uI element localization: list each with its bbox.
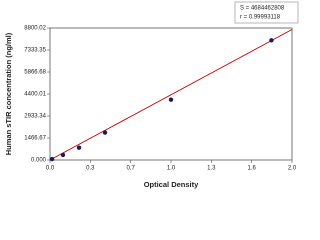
x-axis-title: Optical Density: [144, 180, 199, 189]
y-axis-title: Human sTIR concentration (ng/ml): [4, 32, 13, 155]
chart: S = 4684462808 r = 0.99993118 Optical De…: [4, 1, 299, 189]
point: [269, 38, 274, 43]
point: [60, 152, 66, 158]
annotation: r = 0.99993118: [240, 15, 281, 21]
point: [168, 97, 174, 102]
x-tick-label: 2.0: [288, 166, 297, 172]
y-tick-label: 5866.68: [24, 70, 46, 76]
y-tick-label: 2933.34: [24, 114, 46, 120]
point: [102, 130, 108, 135]
point: [49, 156, 55, 162]
x-tick-label: 0.7: [127, 166, 136, 172]
x-tick-label: 1.0: [167, 166, 176, 172]
y-tick-label: 1466.67: [24, 136, 46, 142]
point: [76, 145, 82, 150]
annotation-box: [234, 1, 299, 24]
annotation: S = 4684462808: [240, 6, 285, 12]
y-tick-label: 4400.01: [24, 92, 46, 98]
y-tick-label: 0.000: [31, 158, 47, 164]
x-tick-label: 1.3: [207, 166, 216, 172]
y-tick-label: 7333.35: [24, 48, 46, 54]
y-tick-label: 8800.02: [24, 26, 46, 32]
fit-line: [49, 29, 293, 161]
x-tick-label: 1.6: [248, 166, 257, 172]
x-tick-label: 0.3: [86, 166, 95, 172]
x-tick-label: 0.0: [46, 166, 55, 172]
